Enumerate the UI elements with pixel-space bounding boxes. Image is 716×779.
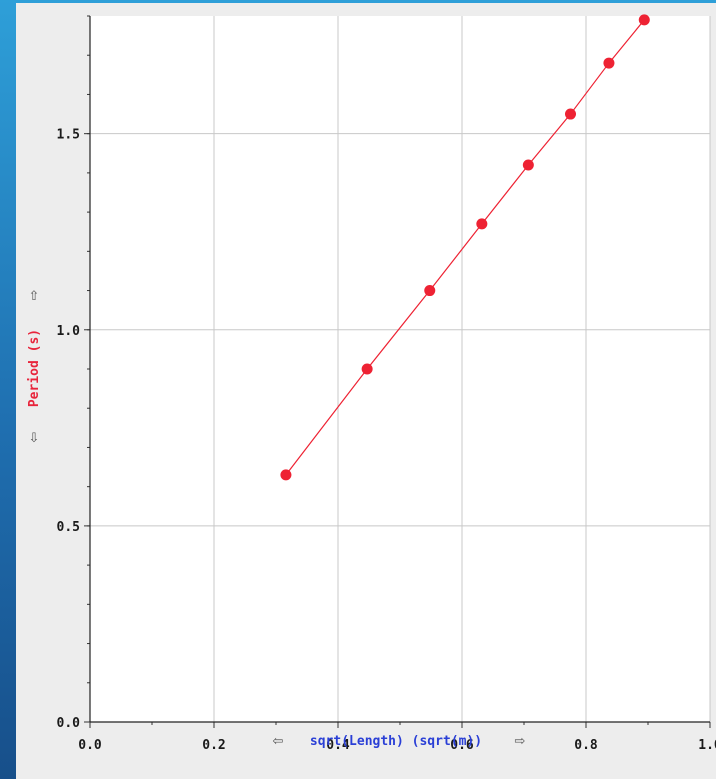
data-point <box>603 57 615 69</box>
y-axis-title: Period (s) <box>27 329 42 407</box>
data-point <box>280 469 292 481</box>
tick-labels: 0.0 0.2 0.4 0.6 0.8 1.0 0.0 0.5 1.0 1.5 <box>57 128 716 753</box>
y-tick-label: 0.0 <box>57 716 81 731</box>
x-axis-title: sqrt(Length) (sqrt(m)) <box>310 734 482 749</box>
data-point <box>361 363 373 375</box>
x-tick-label: 0.0 <box>78 738 102 753</box>
x-tick-label: 0.6 <box>450 738 474 753</box>
y-axis-title-group: ⇧ Period (s) ⇩ <box>27 289 42 446</box>
x-axis-left-arrow-icon[interactable]: ⇦ <box>273 734 284 749</box>
x-tick-label: 0.8 <box>574 738 598 753</box>
data-point <box>424 285 436 297</box>
series-line <box>285 19 645 476</box>
axes <box>84 15 711 728</box>
y-tick-label: 0.5 <box>57 520 80 535</box>
grid-lines <box>90 16 711 722</box>
data-series <box>280 14 650 481</box>
x-axis-title-group: ⇦ sqrt(Length) (sqrt(m)) ⇨ <box>273 734 526 749</box>
x-tick-label: 0.4 <box>326 738 350 753</box>
x-axis-right-arrow-icon[interactable]: ⇨ <box>515 734 526 749</box>
x-tick-label: 0.2 <box>202 738 225 753</box>
y-axis-down-arrow-icon[interactable]: ⇩ <box>29 431 40 446</box>
data-point <box>638 14 650 26</box>
y-tick-label: 1.5 <box>57 128 80 143</box>
data-point <box>522 159 534 171</box>
y-axis-up-arrow-icon[interactable]: ⇧ <box>29 289 40 304</box>
data-point <box>476 218 488 230</box>
plot-area <box>90 16 710 722</box>
x-tick-label: 1.0 <box>698 738 716 753</box>
y-tick-label: 1.0 <box>57 324 81 339</box>
data-point <box>565 108 576 120</box>
